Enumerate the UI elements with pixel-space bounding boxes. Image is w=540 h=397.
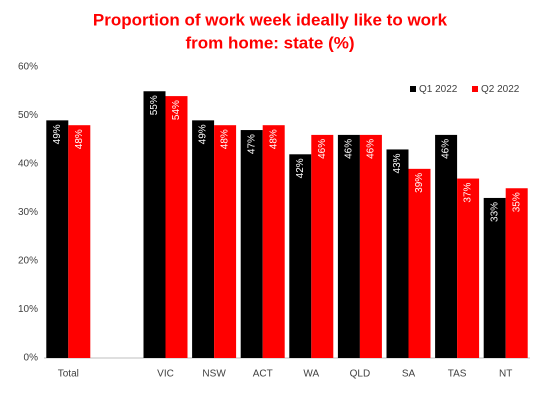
bar xyxy=(359,134,382,358)
x-tick-label: WA xyxy=(303,369,319,380)
x-tick-label: QLD xyxy=(350,369,371,380)
bar xyxy=(68,125,91,358)
legend-label: Q2 2022 xyxy=(481,84,520,95)
value-label: 46% xyxy=(441,139,452,159)
bar xyxy=(165,96,188,358)
x-tick-label: NT xyxy=(499,369,512,380)
chart-title: from home: state (%) xyxy=(185,33,354,52)
x-tick-label: TAS xyxy=(448,369,467,380)
bar xyxy=(46,120,69,358)
bar xyxy=(435,134,458,358)
bar xyxy=(143,91,166,358)
value-label: 33% xyxy=(489,202,500,222)
legend-swatch xyxy=(472,86,478,92)
legend-label: Q1 2022 xyxy=(419,84,458,95)
x-tick-label: SA xyxy=(402,369,416,380)
bar xyxy=(337,134,360,358)
x-tick-label: VIC xyxy=(157,369,174,380)
y-tick-label: 50% xyxy=(18,110,38,121)
bar xyxy=(214,125,237,358)
value-label: 49% xyxy=(198,124,209,144)
chart-title: Proportion of work week ideally like to … xyxy=(93,10,448,29)
value-label: 37% xyxy=(463,182,474,202)
value-label: 39% xyxy=(414,173,425,193)
bar xyxy=(483,197,506,358)
bar xyxy=(192,120,215,358)
value-label: 47% xyxy=(246,134,257,154)
bar xyxy=(386,149,409,358)
legend-swatch xyxy=(410,86,416,92)
value-label: 55% xyxy=(149,95,160,115)
value-label: 43% xyxy=(392,153,403,173)
y-tick-label: 0% xyxy=(24,353,39,364)
x-tick-label: ACT xyxy=(253,369,273,380)
y-tick-label: 30% xyxy=(18,207,38,218)
bar xyxy=(457,178,480,358)
y-tick-label: 10% xyxy=(18,304,38,315)
value-label: 42% xyxy=(295,158,306,178)
x-tick-label: NSW xyxy=(202,369,226,380)
bar xyxy=(311,134,334,358)
bar xyxy=(262,125,285,358)
bar xyxy=(289,154,312,358)
value-label: 49% xyxy=(52,124,63,144)
value-label: 46% xyxy=(366,139,377,159)
value-label: 48% xyxy=(220,129,231,149)
value-label: 54% xyxy=(171,100,182,120)
bar xyxy=(408,168,431,358)
value-label: 48% xyxy=(74,129,85,149)
y-tick-label: 60% xyxy=(18,62,38,73)
y-tick-label: 20% xyxy=(18,256,38,267)
bar xyxy=(505,188,528,358)
value-label: 48% xyxy=(268,129,279,149)
x-tick-label: Total xyxy=(58,369,79,380)
value-label: 35% xyxy=(511,192,522,212)
y-tick-label: 40% xyxy=(18,159,38,170)
value-label: 46% xyxy=(317,139,328,159)
value-label: 46% xyxy=(344,139,355,159)
bar xyxy=(240,130,263,358)
